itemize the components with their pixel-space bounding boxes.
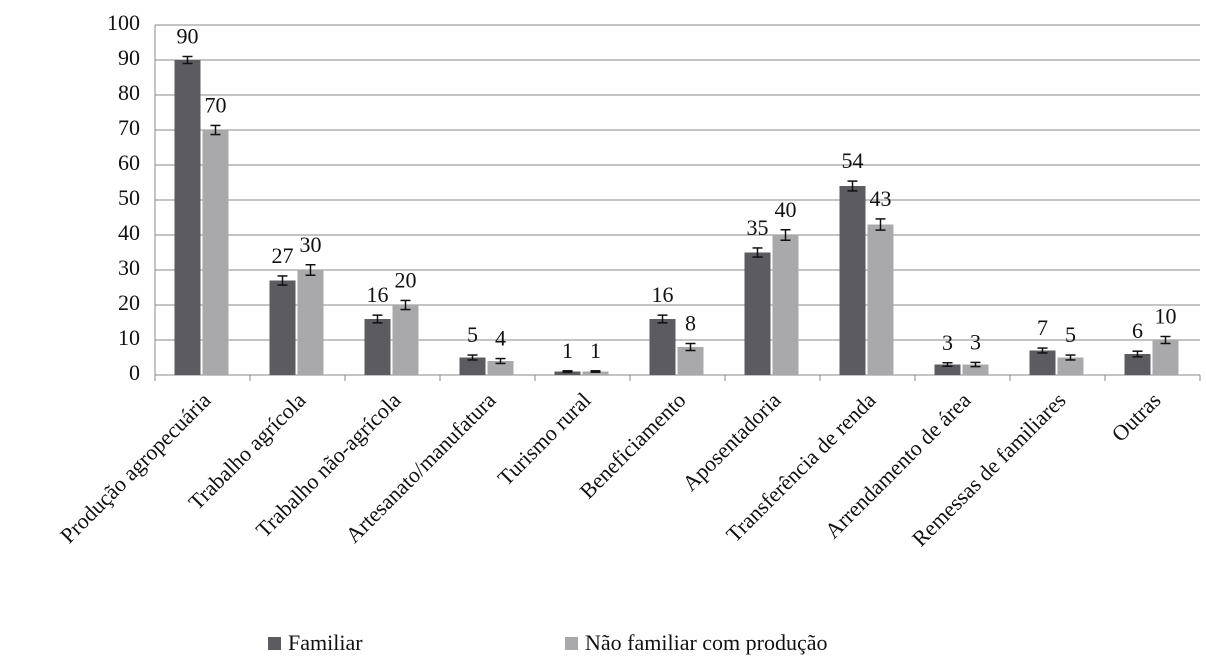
data-label: 1 xyxy=(590,338,601,363)
bar xyxy=(677,347,704,375)
legend-swatch xyxy=(268,637,281,650)
bar xyxy=(839,186,866,375)
bar xyxy=(934,364,961,375)
data-label: 40 xyxy=(775,197,797,222)
bar xyxy=(459,357,486,375)
y-tick-label: 10 xyxy=(118,325,140,350)
y-tick-label: 70 xyxy=(118,115,140,140)
y-tick-label: 100 xyxy=(107,10,140,35)
bar xyxy=(1152,340,1179,375)
bar xyxy=(554,371,581,375)
bar xyxy=(487,361,514,375)
data-label: 16 xyxy=(652,282,674,307)
bar xyxy=(174,60,201,375)
bar xyxy=(962,364,989,375)
bar xyxy=(744,252,771,375)
y-tick-label: 90 xyxy=(118,45,140,70)
data-label: 70 xyxy=(205,92,227,117)
data-label: 10 xyxy=(1155,304,1177,329)
y-tick-label: 0 xyxy=(129,360,140,385)
y-tick-label: 80 xyxy=(118,80,140,105)
data-label: 7 xyxy=(1037,315,1048,340)
y-tick-label: 50 xyxy=(118,185,140,210)
bar xyxy=(649,319,676,375)
y-tick-label: 60 xyxy=(118,150,140,175)
legend-swatch xyxy=(565,637,578,650)
data-label: 43 xyxy=(870,186,892,211)
data-label: 16 xyxy=(367,282,389,307)
data-label: 1 xyxy=(562,338,573,363)
y-tick-label: 40 xyxy=(118,220,140,245)
x-tick-label: Produção agropecuária xyxy=(55,387,216,548)
data-label: 6 xyxy=(1132,318,1143,343)
legend-label: Familiar xyxy=(288,630,363,655)
bar xyxy=(364,319,391,375)
x-tick-label: Remessas de familiares xyxy=(907,387,1071,551)
x-tick-label: Turismo rural xyxy=(492,387,595,490)
bar xyxy=(1124,354,1151,375)
data-label: 5 xyxy=(467,322,478,347)
bar xyxy=(772,235,799,375)
data-label: 3 xyxy=(970,329,981,354)
bar xyxy=(392,305,419,375)
data-label: 3 xyxy=(942,330,953,355)
x-tick-label: Outras xyxy=(1106,387,1165,446)
data-label: 30 xyxy=(300,232,322,257)
y-tick-label: 30 xyxy=(118,255,140,280)
data-label: 90 xyxy=(177,24,199,49)
bar xyxy=(1029,350,1056,375)
bar xyxy=(582,371,609,375)
y-tick-label: 20 xyxy=(118,290,140,315)
data-label: 8 xyxy=(685,311,696,336)
bar xyxy=(202,130,229,375)
legend-label: Não familiar com produção xyxy=(585,630,828,655)
bar xyxy=(1057,357,1084,375)
data-label: 35 xyxy=(747,215,769,240)
data-label: 5 xyxy=(1065,322,1076,347)
data-label: 54 xyxy=(842,148,864,173)
data-label: 27 xyxy=(272,243,294,268)
bar xyxy=(297,270,324,375)
data-label: 20 xyxy=(395,267,417,292)
data-label: 4 xyxy=(495,326,506,351)
bar xyxy=(269,280,296,375)
bar xyxy=(867,224,894,375)
